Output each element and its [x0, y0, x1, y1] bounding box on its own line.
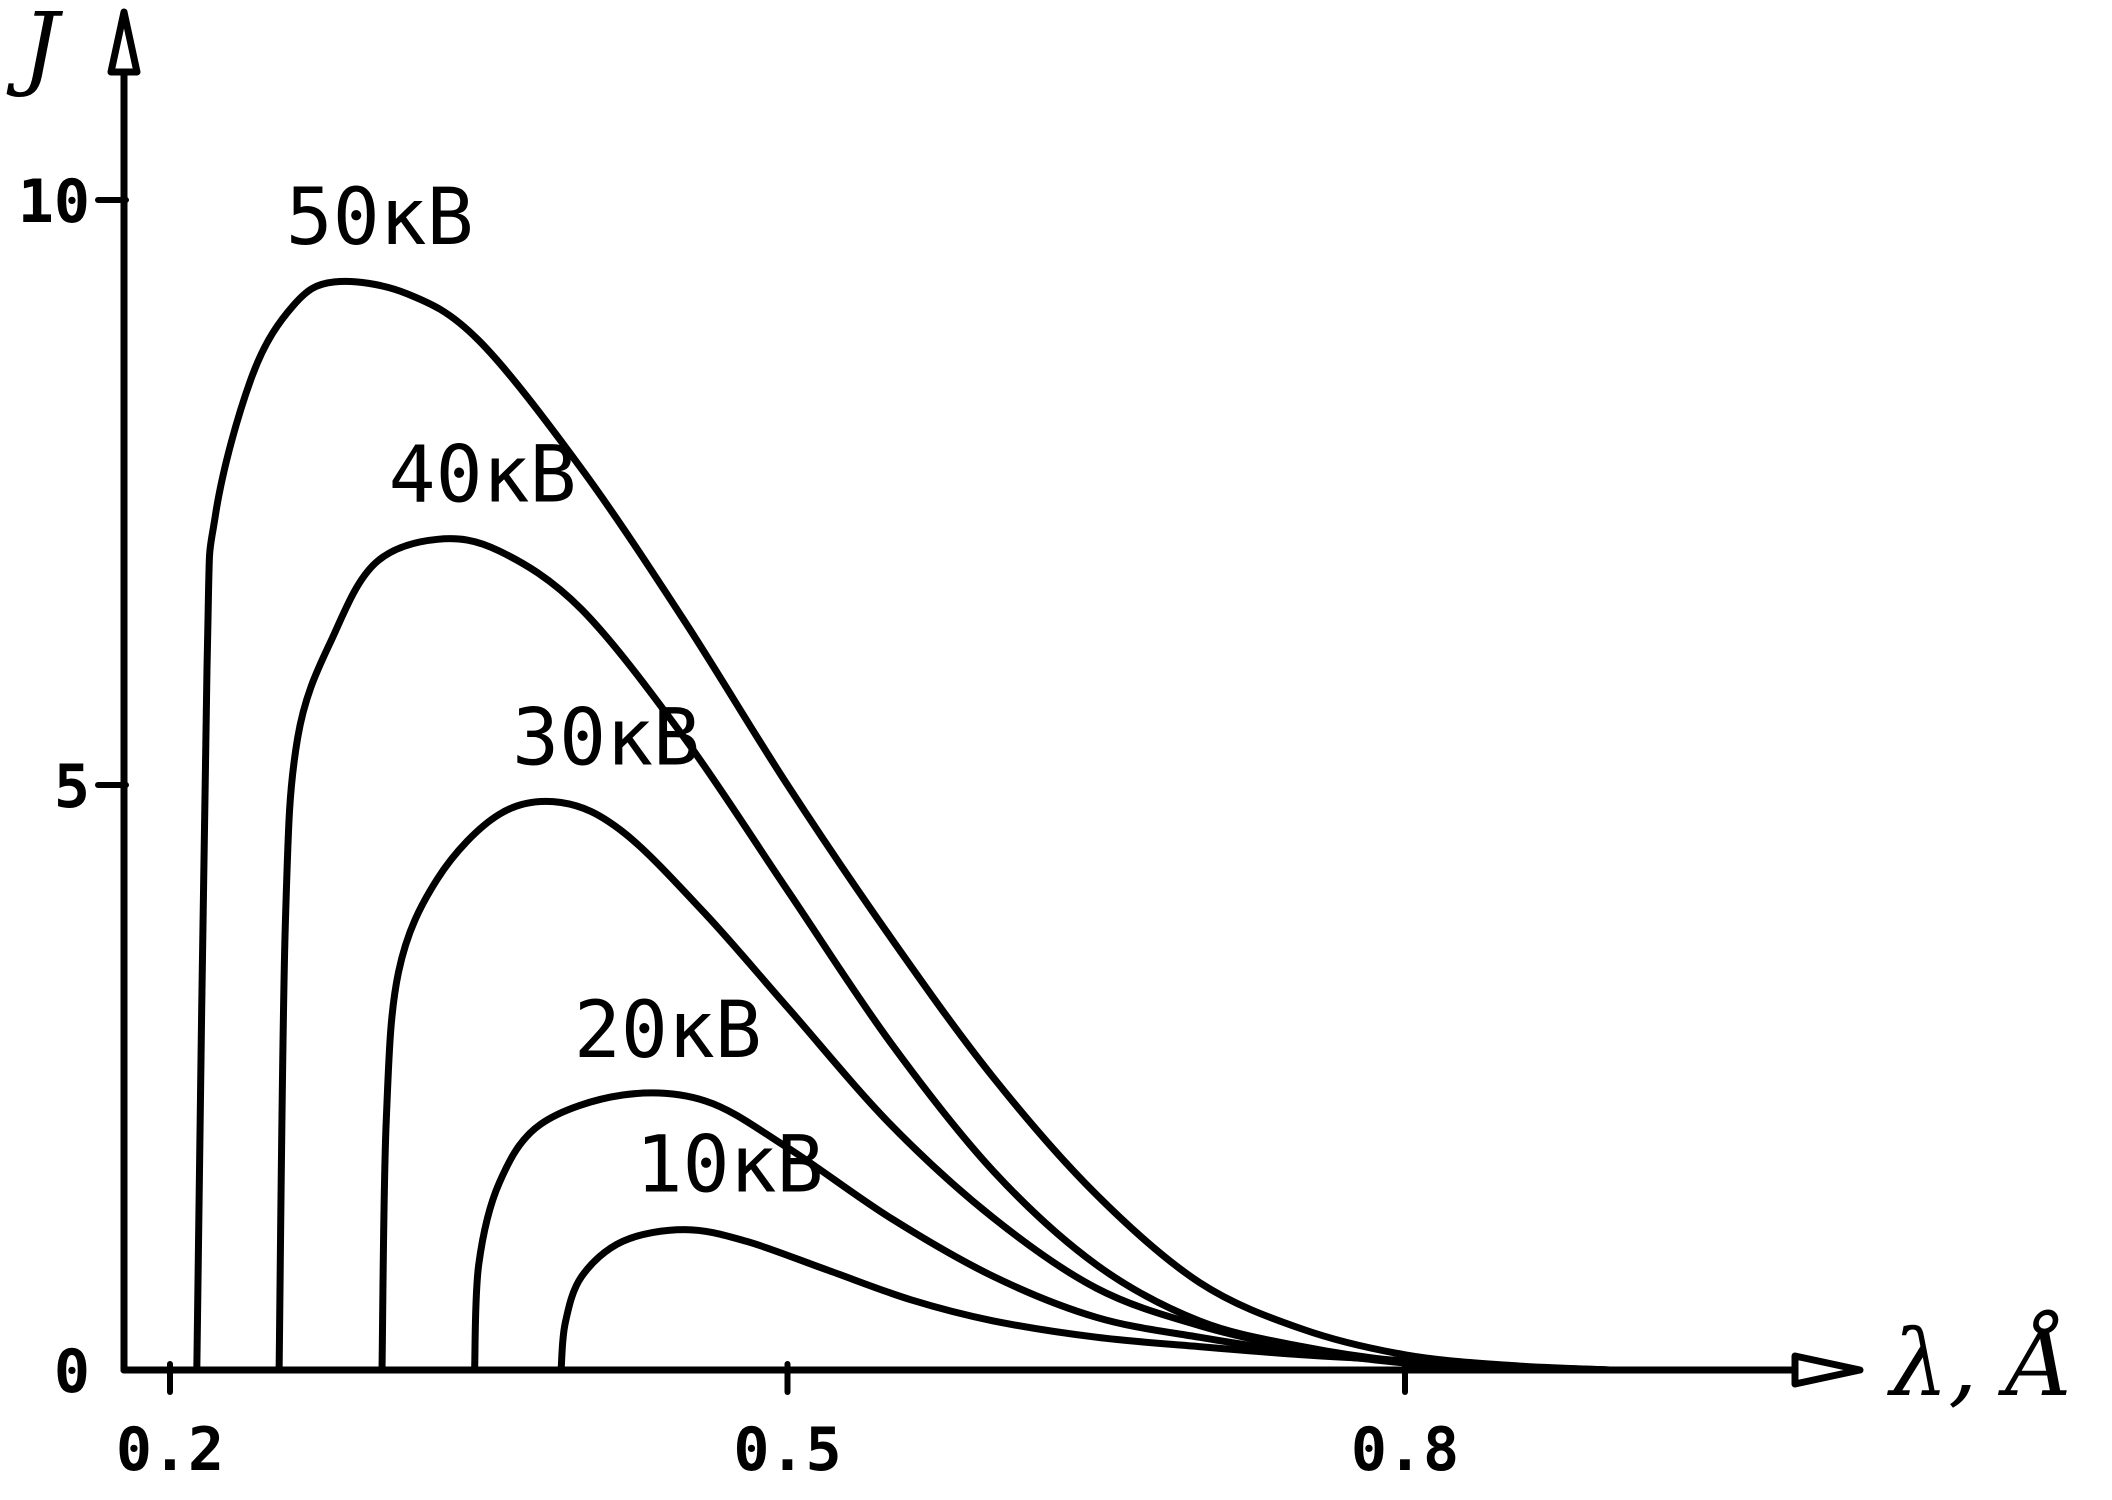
x-axis-title: λ, Å — [1886, 1309, 2073, 1417]
ticks: 0.2 0.5 0.8 0 5 10 — [18, 167, 1459, 1485]
series-curve — [557, 1226, 1615, 1374]
series-curve — [193, 277, 1615, 1374]
y-axis-title: J — [6, 0, 64, 100]
y-tick-label: 10 — [18, 167, 90, 237]
y-tick-label: 0 — [54, 1337, 90, 1407]
series-label: 20кВ — [574, 986, 762, 1076]
x-axis-arrow-icon — [1791, 1352, 1864, 1388]
series-curves — [193, 277, 1615, 1374]
y-axis-arrow-icon — [107, 8, 141, 76]
series-labels: 50кВ 40кВ 30кВ 20кВ 10кВ — [286, 173, 824, 1211]
x-tick-label: 0.8 — [1351, 1415, 1459, 1485]
series-label: 40кВ — [389, 430, 577, 520]
x-tick-label: 0.2 — [116, 1415, 224, 1485]
series-label: 10кВ — [636, 1121, 824, 1211]
x-tick-label: 0.5 — [733, 1415, 841, 1485]
series-curve — [378, 797, 1574, 1374]
series-label: 50кВ — [286, 173, 474, 263]
series-label: 30кВ — [512, 694, 700, 784]
y-tick-label: 5 — [54, 752, 90, 822]
